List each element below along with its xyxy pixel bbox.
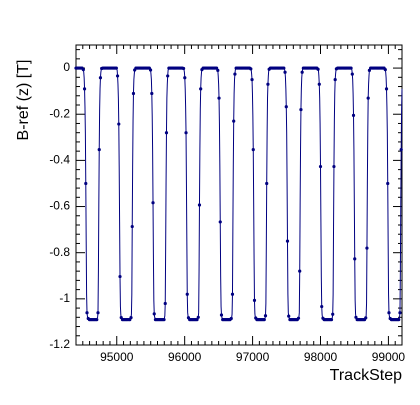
data-point <box>185 292 189 296</box>
data-point <box>384 87 389 91</box>
data-point <box>332 164 336 169</box>
data-point <box>296 316 301 320</box>
data-point <box>85 311 89 315</box>
x-tick-label: 97000 <box>236 350 270 364</box>
data-point <box>283 70 287 74</box>
x-tick-label: 95000 <box>100 350 134 364</box>
data-point <box>298 269 302 273</box>
data-point <box>249 67 253 71</box>
data-point <box>84 181 88 186</box>
y-tick-label: 0 <box>63 60 70 74</box>
x-tick-label: 99000 <box>372 350 406 364</box>
data-point <box>364 316 368 320</box>
data-point <box>285 239 290 243</box>
data-point <box>383 68 387 72</box>
data-point <box>320 304 324 309</box>
data-point <box>386 181 390 186</box>
data-point <box>232 119 236 123</box>
data-point <box>333 78 337 82</box>
y-axis-title: B-ref (z) [T] <box>15 60 32 141</box>
y-tick-label: -0.6 <box>49 199 70 213</box>
data-point <box>95 318 99 322</box>
y-tick-label: -1 <box>59 291 70 305</box>
data-point <box>282 66 286 70</box>
data-point <box>329 318 334 322</box>
data-point <box>233 72 237 76</box>
data-point <box>131 91 136 96</box>
data-point <box>197 203 202 207</box>
data-point <box>115 74 120 78</box>
data-point <box>130 224 134 229</box>
data-point <box>151 201 155 205</box>
data-point <box>196 315 200 319</box>
data-point <box>148 68 153 72</box>
data-point <box>387 311 391 315</box>
data-point <box>96 311 100 315</box>
data-point <box>230 292 235 296</box>
data-point <box>284 105 288 109</box>
y-tick-label: -0.2 <box>49 106 70 120</box>
data-point <box>216 68 220 72</box>
data-point <box>399 148 403 152</box>
data-point <box>287 314 291 318</box>
data-point <box>217 96 221 100</box>
data-point <box>218 220 222 224</box>
data-point <box>263 314 268 318</box>
data-point <box>162 318 166 322</box>
data-point <box>299 108 303 112</box>
data-point <box>114 66 118 70</box>
y-tick-label: -0.4 <box>49 153 70 167</box>
data-point <box>199 87 203 91</box>
data-point <box>117 122 121 126</box>
data-point <box>97 148 101 152</box>
data-point <box>317 82 321 86</box>
data-point <box>229 316 233 321</box>
data-point <box>183 76 187 80</box>
data-point <box>318 164 323 169</box>
data-point <box>265 181 269 186</box>
x-tick-label: 98000 <box>304 350 338 364</box>
data-point <box>353 257 357 261</box>
y-tick-label: -1.2 <box>49 337 70 351</box>
data-point <box>351 113 356 117</box>
data-point <box>266 82 270 86</box>
data-point <box>150 91 154 96</box>
data-point <box>81 68 85 72</box>
data-point <box>316 67 320 71</box>
data-point <box>350 72 354 76</box>
data-point <box>398 311 402 315</box>
data-point <box>118 274 122 279</box>
data-point <box>331 312 335 316</box>
data-point <box>397 318 401 322</box>
series-group <box>74 66 403 322</box>
data-point <box>129 316 133 320</box>
data-point <box>252 298 257 302</box>
data-point <box>164 131 169 135</box>
data-point <box>152 312 156 316</box>
data-point <box>163 301 167 306</box>
data-point <box>82 87 87 91</box>
data-point <box>184 131 188 135</box>
data-point <box>219 313 224 317</box>
data-point <box>262 318 266 322</box>
y-tick-label: -0.8 <box>49 245 70 259</box>
data-point <box>98 76 103 80</box>
x-tick-label: 96000 <box>168 350 202 364</box>
data-point <box>349 66 353 70</box>
x-axis-title: TrackStep <box>330 367 402 384</box>
data-point <box>181 66 186 71</box>
data-point <box>365 246 369 250</box>
axis-ticks: 95000 96000 97000 98000 99000 0 -0.2 -0.4 -0.6 -0… <box>49 45 405 364</box>
data-point <box>251 148 255 152</box>
series-line <box>76 67 403 321</box>
data-point <box>250 78 254 82</box>
data-point <box>300 70 304 74</box>
data-point <box>366 96 370 100</box>
data-point <box>166 74 170 78</box>
